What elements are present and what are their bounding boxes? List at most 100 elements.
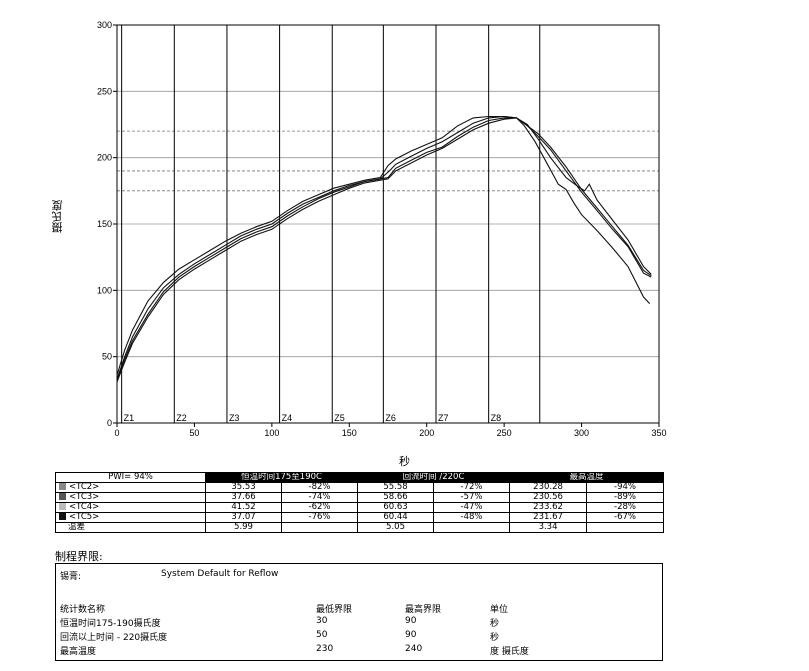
table-cell: -74% <box>280 492 359 503</box>
delta-cell: 5.05 <box>357 522 435 533</box>
table-cell: 60.44 <box>357 512 435 523</box>
table-row: <TC4> 41.52 -62% 60.63 -47% 233.62 -28% <box>55 502 665 513</box>
x-tick-label-300: 300 <box>574 428 589 438</box>
x-tick-label-200: 200 <box>419 428 434 438</box>
table-cell: 35.53 <box>205 482 282 493</box>
x-tick-label-50: 50 <box>189 428 199 438</box>
table-cell: -47% <box>433 502 511 513</box>
zone-label-z1: Z1 <box>124 413 135 423</box>
pwi-value: PWI= 94% <box>55 472 206 483</box>
probe-name: <TC3> <box>69 492 100 502</box>
delta-cell: 5.99 <box>205 522 282 533</box>
table-cell: 60.63 <box>357 502 435 513</box>
table-row: <TC5> 37.07 -76% 60.44 -48% 231.67 -67% <box>55 512 665 523</box>
zone-label-z2: Z2 <box>176 413 187 423</box>
process-limits-title: 制程界限: <box>55 550 103 563</box>
delta-cell <box>280 522 359 533</box>
probe-name: <TC4> <box>69 502 100 512</box>
probe-color-swatch <box>59 493 66 500</box>
column-header-1: 恒温时间175至190C <box>204 472 359 483</box>
y-tick-label-200: 200 <box>97 153 112 163</box>
probe-name-cell: <TC5> <box>55 512 206 523</box>
limits-cell: 30 <box>316 616 328 626</box>
x-tick-label-350: 350 <box>651 428 666 438</box>
limits-cell: 90 <box>405 630 417 640</box>
series-line-tc3 <box>116 117 652 383</box>
table-row: <TC2> 35.53 -82% 55.58 -72% 230.28 -94% <box>55 482 665 493</box>
table-cell: 230.56 <box>509 492 588 503</box>
process-limits-box: 锡膏: System Default for Reflow 统计数名称 最低界限最… <box>55 563 663 661</box>
probe-name: <TC2> <box>69 482 100 492</box>
delta-cell: 3.34 <box>509 522 588 533</box>
table-cell: 37.07 <box>205 512 282 523</box>
limits-header-2: 最低界限 <box>316 605 353 615</box>
limits-header-1: 统计数名称 <box>60 605 106 615</box>
table-cell: -94% <box>586 482 665 493</box>
table-cell: 58.66 <box>357 492 435 503</box>
solder-label: 锡膏: <box>60 572 82 582</box>
table-cell: 231.67 <box>509 512 588 523</box>
table-cell: 230.28 <box>509 482 588 493</box>
zone-label-z8: Z8 <box>491 413 502 423</box>
probe-name-cell: <TC2> <box>55 482 206 493</box>
table-cell: -76% <box>280 512 359 523</box>
probe-color-swatch <box>59 503 66 510</box>
limits-cell: 240 <box>405 644 423 654</box>
y-tick-label-300: 300 <box>97 20 112 30</box>
table-cell: -62% <box>280 502 359 513</box>
pwi-table: PWI= 94% 恒温时间175至190C 回流时间 /220C 最高温度 <TC2> 3… <box>55 472 665 533</box>
zone-label-z5: Z5 <box>334 413 345 423</box>
delta-row: 温差 5.99 5.05 3.34 <box>55 522 665 533</box>
x-tick-label-100: 100 <box>264 428 279 438</box>
probe-name-cell: <TC4> <box>55 502 206 513</box>
y-tick-label-0: 0 <box>107 418 112 428</box>
table-cell: -72% <box>433 482 511 493</box>
zone-label-z4: Z4 <box>282 413 293 423</box>
reflow-profile-chart: Z1 Z2 Z3 Z4 Z5 Z6 Z7 Z8 0 50 100 150 200 250 300 0 50 100… <box>97 20 667 438</box>
table-cell: -57% <box>433 492 511 503</box>
table-row: <TC3> 37.66 -74% 58.66 -57% 230.56 -89% <box>55 492 665 503</box>
series-line-tc5 <box>116 115 652 380</box>
probe-name: <TC5> <box>69 512 100 522</box>
zone-label-z3: Z3 <box>229 413 240 423</box>
y-tick-label-150: 150 <box>97 219 112 229</box>
delta-cell <box>433 522 511 533</box>
limits-cell: 50 <box>316 630 328 640</box>
y-tick-label-100: 100 <box>97 285 112 295</box>
x-axis-label: 秒 <box>399 455 410 468</box>
series-line-tc2 <box>116 117 652 381</box>
x-tick-label-150: 150 <box>342 428 357 438</box>
table-cell: 37.66 <box>205 492 282 503</box>
column-header-3: 最高温度 <box>509 472 665 483</box>
table-cell: -48% <box>433 512 511 523</box>
table-cell: -82% <box>280 482 359 493</box>
limits-cell: 最高温度 <box>60 647 97 657</box>
table-cell: 41.52 <box>205 502 282 513</box>
probe-color-swatch <box>59 483 66 490</box>
x-tick-label-250: 250 <box>497 428 512 438</box>
solder-value: System Default for Reflow <box>161 569 279 579</box>
y-axis-label: 摄氏度 <box>51 200 64 233</box>
table-cell: 55.58 <box>357 482 435 493</box>
table-header-row: PWI= 94% 恒温时间175至190C 回流时间 /220C 最高温度 <box>55 472 665 483</box>
limits-cell: 90 <box>405 616 417 626</box>
table-cell: -67% <box>586 512 665 523</box>
y-tick-label-50: 50 <box>102 352 112 362</box>
table-cell: -89% <box>586 492 665 503</box>
probe-name-cell: <TC3> <box>55 492 206 503</box>
limits-cell: 230 <box>316 644 334 654</box>
series-line-tc4 <box>116 115 651 376</box>
limits-cell: 回流以上时间 - 220摄氏度 <box>60 633 168 643</box>
limits-header-4: 单位 <box>490 605 509 615</box>
x-tick-label-0: 0 <box>114 428 119 438</box>
limits-header-3: 最高界限 <box>405 605 442 615</box>
delta-cell <box>586 522 665 533</box>
limits-cell: 秒 <box>490 619 500 629</box>
zone-label-z7: Z7 <box>438 413 449 423</box>
table-cell: -28% <box>586 502 665 513</box>
zone-label-z6: Z6 <box>385 413 396 423</box>
limits-cell: 度 摄氏度 <box>490 647 529 657</box>
delta-label: 温差 <box>55 522 206 533</box>
column-header-2: 回流时间 /220C <box>357 472 511 483</box>
y-tick-label-250: 250 <box>97 86 112 96</box>
